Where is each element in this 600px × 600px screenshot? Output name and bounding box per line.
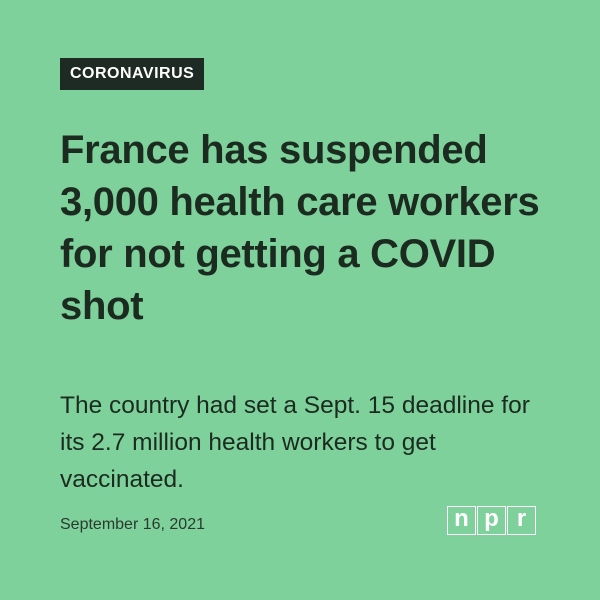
logo-letter-r: r <box>507 506 536 535</box>
subheadline: The country had set a Sept. 15 deadline … <box>60 392 530 493</box>
category-tag: CORONAVIRUS <box>60 58 205 90</box>
publish-date: September 16, 2021 <box>60 516 205 533</box>
logo-letter-n: n <box>447 506 476 535</box>
logo-letter-p: p <box>477 506 506 535</box>
headline: France has suspended 3,000 health care w… <box>60 128 540 328</box>
npr-logo: n p r <box>447 506 536 538</box>
